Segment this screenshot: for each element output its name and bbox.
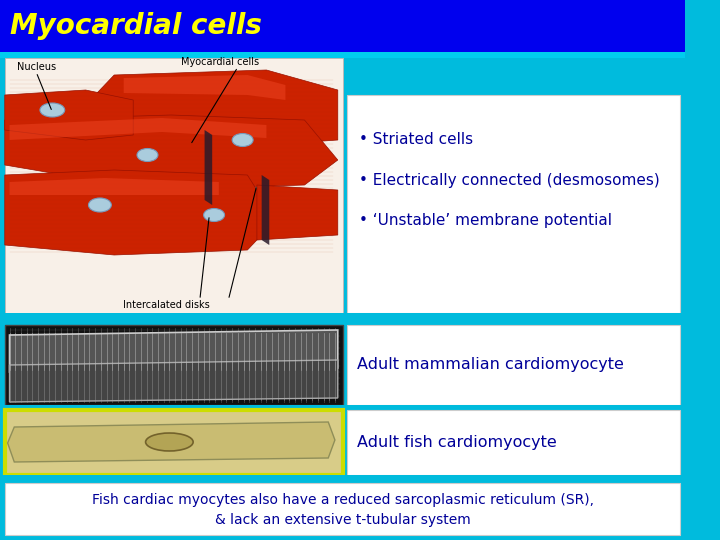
- Ellipse shape: [232, 133, 253, 146]
- Text: • Striated cells: • Striated cells: [359, 132, 473, 147]
- Text: Nucleus: Nucleus: [17, 62, 56, 72]
- Polygon shape: [261, 175, 269, 245]
- Polygon shape: [76, 70, 338, 145]
- FancyBboxPatch shape: [347, 95, 680, 313]
- Text: Adult mammalian cardiomyocyte: Adult mammalian cardiomyocyte: [357, 357, 624, 373]
- Text: Intercalated disks: Intercalated disks: [123, 300, 210, 310]
- Polygon shape: [8, 422, 335, 462]
- FancyBboxPatch shape: [0, 52, 685, 58]
- FancyBboxPatch shape: [0, 0, 685, 52]
- Ellipse shape: [204, 208, 225, 221]
- Text: & lack an extensive t-tubular system: & lack an extensive t-tubular system: [215, 513, 470, 527]
- FancyBboxPatch shape: [5, 58, 343, 313]
- Text: Myocardial cells: Myocardial cells: [181, 57, 259, 67]
- Ellipse shape: [89, 198, 112, 212]
- Ellipse shape: [145, 433, 193, 451]
- Text: • Electrically connected (desmosomes): • Electrically connected (desmosomes): [359, 172, 660, 187]
- Ellipse shape: [40, 103, 65, 117]
- FancyBboxPatch shape: [0, 475, 685, 483]
- Text: • ‘Unstable’ membrane potential: • ‘Unstable’ membrane potential: [359, 213, 612, 227]
- FancyBboxPatch shape: [0, 313, 685, 325]
- Polygon shape: [204, 130, 212, 205]
- FancyBboxPatch shape: [347, 325, 680, 405]
- Polygon shape: [124, 75, 285, 100]
- Text: Fish cardiac myocytes also have a reduced sarcoplasmic reticulum (SR),: Fish cardiac myocytes also have a reduce…: [91, 493, 593, 507]
- Polygon shape: [9, 118, 266, 140]
- Polygon shape: [9, 330, 338, 372]
- Polygon shape: [9, 178, 219, 195]
- Polygon shape: [5, 170, 276, 255]
- FancyBboxPatch shape: [5, 483, 680, 535]
- Polygon shape: [5, 90, 133, 140]
- FancyBboxPatch shape: [347, 410, 680, 475]
- FancyBboxPatch shape: [5, 410, 343, 475]
- Text: Myocardial cells: Myocardial cells: [9, 12, 261, 40]
- Polygon shape: [5, 115, 338, 190]
- Ellipse shape: [137, 148, 158, 161]
- FancyBboxPatch shape: [5, 58, 343, 313]
- Polygon shape: [257, 185, 338, 240]
- Text: Adult fish cardiomyocyte: Adult fish cardiomyocyte: [357, 435, 557, 449]
- Polygon shape: [9, 360, 338, 402]
- FancyBboxPatch shape: [0, 405, 685, 410]
- FancyBboxPatch shape: [5, 325, 343, 405]
